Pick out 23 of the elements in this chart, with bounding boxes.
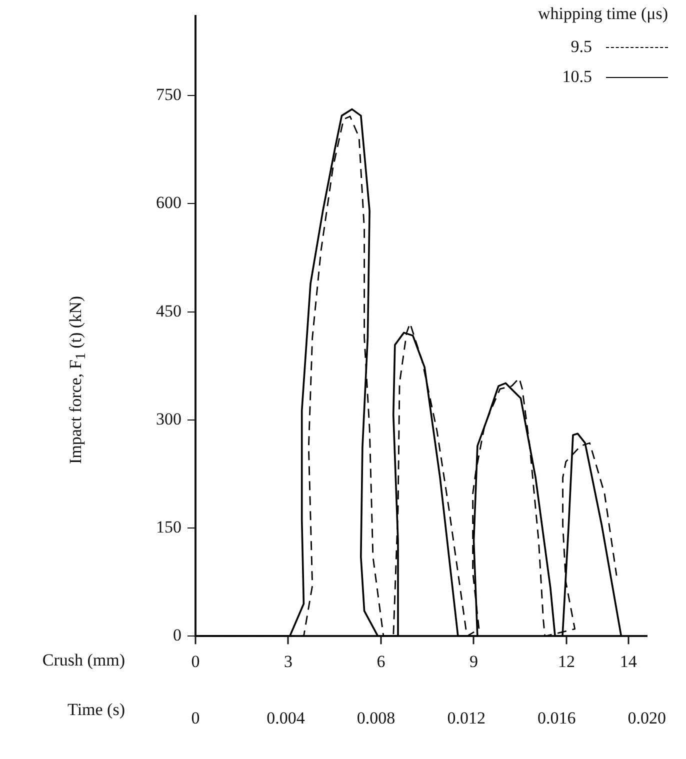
legend-label: 10.5	[562, 67, 592, 87]
x2-axis-title: Time (s)	[68, 700, 125, 720]
legend-label: 9.5	[570, 37, 592, 57]
y-tick-label: 300	[156, 409, 182, 428]
x-tick-label: 9	[469, 652, 478, 671]
x2-tick-label: 0	[191, 708, 200, 728]
x2-tick-label: 0.012	[447, 708, 486, 728]
x2-tick-label: 0.016	[537, 708, 576, 728]
x-tick-label: 0	[191, 652, 200, 671]
x2-tick-label: 0.020	[628, 708, 666, 728]
x-tick-label: 3	[284, 652, 292, 671]
x-tick-label: 14	[620, 652, 638, 671]
y-tick-label: 450	[156, 301, 182, 320]
x2-tick-label: 0.004	[266, 708, 306, 728]
x-tick-label: 12	[558, 652, 575, 671]
y-tick-label: 150	[156, 518, 182, 537]
legend-title: whipping time (μs)	[538, 4, 668, 24]
x2-tick-label: 0.008	[356, 708, 396, 728]
x-axis-title: Crush (mm)	[42, 650, 125, 670]
x-tick-label: 6	[376, 652, 386, 671]
y-tick-label: 750	[156, 84, 182, 104]
y-tick-label: 0	[173, 626, 182, 645]
y-tick-label: 600	[156, 193, 182, 212]
